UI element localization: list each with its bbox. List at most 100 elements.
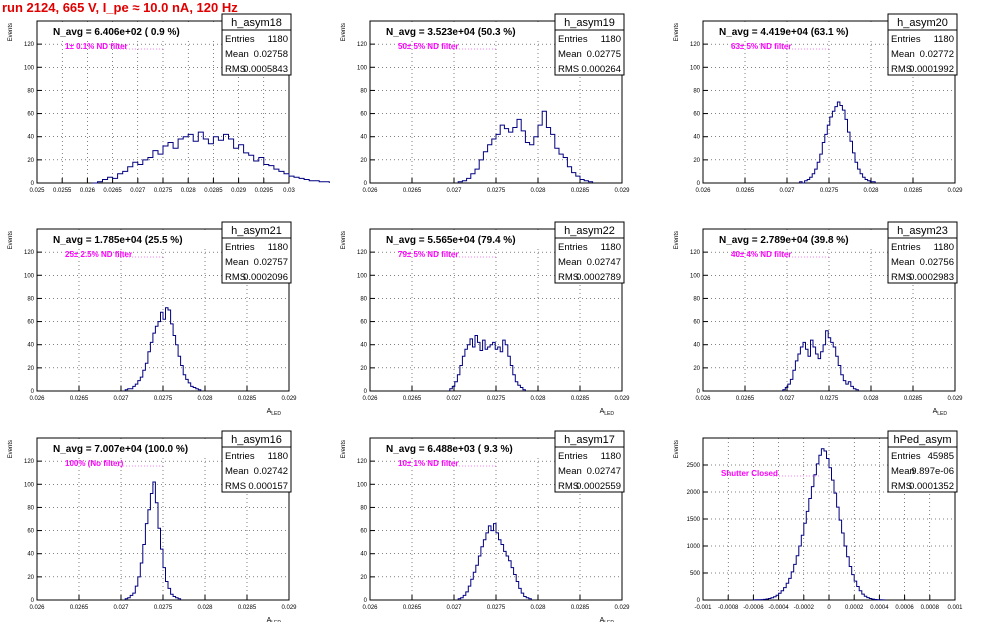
x-tick-label: 0.0275	[487, 396, 506, 402]
y-tick-label: 40	[27, 552, 34, 558]
y-tick-label: 0	[31, 389, 35, 395]
y-tick-label: 2000	[687, 490, 701, 496]
y-tick-label: 120	[24, 459, 35, 465]
histogram-series-hPed_asym	[752, 448, 885, 601]
x-tick-label: 0.029	[231, 188, 247, 194]
stats-value: 0.02756	[920, 257, 954, 268]
y-tick-label: 60	[27, 112, 34, 118]
histogram-title: h_asym17	[564, 434, 615, 446]
y-tick-label: 100	[357, 482, 368, 488]
stats-box	[887, 221, 958, 284]
x-tick-label: -0.0002	[794, 605, 815, 611]
stats-label: Entries	[891, 451, 921, 462]
x-tick-label: 0.0265	[70, 605, 89, 611]
y-tick-label: 80	[27, 505, 34, 511]
x-tick-label: 0.0008	[921, 605, 940, 611]
y-tick-label: 60	[360, 112, 367, 118]
x-tick-label: 0.0285	[571, 605, 590, 611]
y-tick-label: 100	[24, 65, 35, 71]
y-tick-label: 40	[693, 135, 700, 141]
stats-value: 1180	[601, 242, 621, 253]
histogram-series-h_asym21	[124, 307, 202, 391]
histogram-title: hPed_asym	[893, 434, 951, 446]
x-tick-label: 0.0275	[154, 605, 173, 611]
stats-value: 0.02772	[920, 49, 954, 60]
filter-note: 63± 5% ND filter	[731, 42, 791, 51]
x-tick-label: 0.028	[863, 396, 879, 402]
x-tick-label: 0.027	[779, 396, 795, 402]
stats-label: RMS	[891, 64, 912, 75]
y-tick-label: 20	[360, 575, 367, 581]
navg-box	[383, 230, 555, 247]
stats-label: RMS	[558, 481, 579, 492]
y-tick-label: 120	[24, 42, 35, 48]
filter-note: 1± 0.1% ND filter	[65, 42, 128, 51]
y-tick-label: 80	[27, 88, 34, 94]
x-tick-label: 0.0275	[487, 605, 506, 611]
stats-value: 0.0005843	[243, 64, 288, 75]
y-tick-label: 80	[27, 296, 34, 302]
y-tick-label: 20	[693, 158, 700, 164]
y-tick-label: 60	[360, 320, 367, 326]
y-tick-label: 100	[24, 273, 35, 279]
y-tick-label: 100	[357, 273, 368, 279]
x-tick-label: 0.028	[181, 188, 197, 194]
stats-label: Mean	[225, 257, 249, 268]
stats-value: 1180	[268, 242, 288, 253]
navg-text: N_avg = 5.565e+04 (79.4 %)	[386, 235, 516, 246]
x-axis-label: ALED	[600, 617, 615, 622]
stats-label: RMS	[225, 481, 246, 492]
stats-label: RMS	[558, 64, 579, 75]
x-tick-label: -0.0004	[768, 605, 789, 611]
y-axis-label: Events	[674, 23, 680, 41]
histogram-series-h_asym17	[457, 523, 532, 600]
x-tick-label: 0.0285	[904, 396, 923, 402]
x-axis-label: ALED	[933, 408, 948, 417]
x-tick-label: 0.026	[80, 188, 96, 194]
x-tick-label: 0.027	[779, 188, 795, 194]
histogram-title: h_asym23	[897, 225, 948, 237]
y-tick-label: 0	[697, 181, 701, 187]
histogram-series-h_asym23	[782, 330, 859, 391]
x-tick-label: 0.0275	[820, 396, 839, 402]
histogram-panel-h_asym23: 0.026 0.0265 0.027 0.0275 0.028 0.0285 0.029 0 2…	[674, 221, 963, 417]
x-tick-label: 0.0275	[154, 188, 173, 194]
stats-box	[554, 221, 625, 284]
x-tick-label: -0.0008	[718, 605, 739, 611]
navg-text: N_avg = 2.789e+04 (39.8 %)	[719, 235, 849, 246]
x-tick-label: 0.028	[863, 188, 879, 194]
x-tick-label: 0.0285	[571, 396, 590, 402]
x-tick-label: 0.026	[695, 188, 711, 194]
x-tick-label: 0.027	[446, 188, 462, 194]
stats-label: Mean	[891, 466, 915, 477]
x-tick-label: 0.025	[29, 188, 45, 194]
histogram-panel-h_asym19: 0.026 0.0265 0.027 0.0275 0.028 0.0285 0.029 0 2…	[341, 13, 630, 194]
stats-label: Mean	[891, 49, 915, 60]
navg-text: N_avg = 3.523e+04 (50.3 %)	[386, 27, 516, 38]
stats-label: Entries	[225, 34, 255, 45]
y-tick-label: 20	[693, 366, 700, 372]
y-tick-label: 80	[360, 296, 367, 302]
y-tick-label: 60	[693, 112, 700, 118]
y-tick-label: 0	[364, 389, 368, 395]
stats-value: 0.000157	[248, 481, 288, 492]
y-tick-label: 0	[31, 598, 35, 604]
stats-value: 0.02742	[254, 466, 288, 477]
x-tick-label: 0.027	[113, 396, 129, 402]
stats-label: RMS	[225, 272, 246, 283]
y-axis-label: Events	[8, 231, 14, 249]
histogram-panel-hPed_asym: -0.001 -0.0008 -0.0006 -0.0004 -0.0002 0 0.000…	[674, 430, 963, 611]
y-tick-label: 2500	[687, 463, 701, 469]
y-tick-label: 60	[27, 529, 34, 535]
stats-label: Mean	[225, 466, 249, 477]
stats-label: Entries	[558, 451, 588, 462]
histogram-panel-h_asym20: 0.026 0.0265 0.027 0.0275 0.028 0.0285 0.029 0 2…	[674, 13, 963, 194]
navg-text: N_avg = 1.785e+04 (25.5 %)	[53, 235, 183, 246]
histogram-series-h_asym20	[799, 101, 876, 184]
y-axis-label: Events	[341, 231, 347, 249]
stats-box	[554, 13, 625, 76]
y-tick-label: 40	[27, 343, 34, 349]
x-tick-label: 0.029	[947, 188, 963, 194]
stats-label: RMS	[225, 64, 246, 75]
stats-box	[887, 13, 958, 76]
